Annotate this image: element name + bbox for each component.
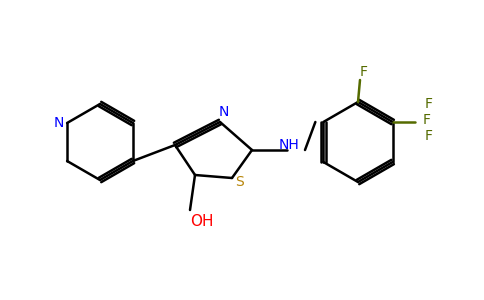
- Text: F: F: [424, 97, 433, 111]
- Text: F: F: [424, 129, 433, 143]
- Text: OH: OH: [190, 214, 214, 230]
- Text: NH: NH: [279, 138, 300, 152]
- Text: F: F: [423, 113, 431, 127]
- Text: N: N: [54, 116, 64, 130]
- Text: N: N: [219, 105, 229, 119]
- Text: F: F: [360, 65, 368, 79]
- Text: S: S: [236, 175, 244, 189]
